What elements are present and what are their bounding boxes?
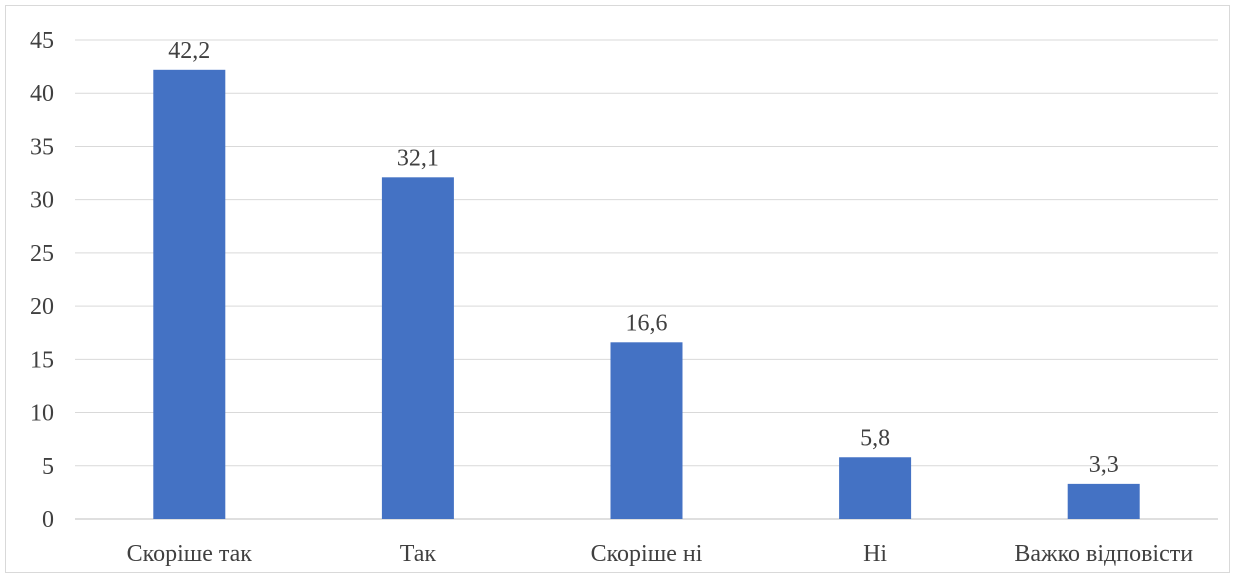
y-tick-label: 0 bbox=[42, 507, 54, 533]
bar bbox=[610, 342, 683, 519]
bar bbox=[839, 457, 912, 519]
data-label: 3,3 bbox=[1089, 452, 1119, 478]
y-tick-label: 10 bbox=[30, 401, 54, 427]
bars bbox=[153, 69, 1140, 519]
y-axis-tick-labels: 0 5 10 15 20 25 30 35 40 45 bbox=[30, 28, 54, 533]
y-tick-label: 15 bbox=[30, 347, 54, 373]
x-tick-label: Важко відповісти bbox=[1014, 541, 1193, 567]
gridlines bbox=[75, 39, 1218, 520]
bar bbox=[1067, 483, 1140, 519]
x-tick-label: Так bbox=[400, 541, 437, 567]
y-tick-label: 25 bbox=[30, 241, 54, 267]
x-tick-label: Скоріше ні bbox=[591, 541, 703, 567]
data-label: 16,6 bbox=[626, 310, 668, 336]
x-axis-tick-labels: Скоріше так Так Скоріше ні Ні Важко відповіс… bbox=[127, 541, 1194, 567]
x-tick-label: Скоріше так bbox=[127, 541, 253, 567]
bar bbox=[153, 69, 226, 519]
y-tick-label: 40 bbox=[30, 81, 54, 107]
data-label: 42,2 bbox=[168, 38, 210, 64]
y-tick-label: 45 bbox=[30, 28, 54, 54]
data-label: 32,1 bbox=[397, 145, 439, 171]
bar bbox=[381, 177, 454, 519]
data-labels: 42,2 32,1 16,6 5,8 3,3 bbox=[168, 38, 1118, 478]
y-tick-label: 30 bbox=[30, 188, 54, 214]
y-tick-label: 5 bbox=[42, 454, 54, 480]
x-tick-label: Ні bbox=[863, 541, 887, 567]
data-label: 5,8 bbox=[860, 425, 890, 451]
y-tick-label: 35 bbox=[30, 134, 54, 160]
y-tick-label: 20 bbox=[30, 294, 54, 320]
